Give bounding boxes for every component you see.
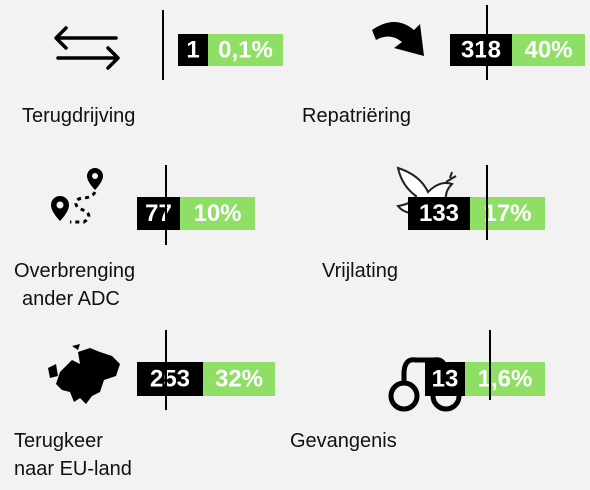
percent: 1,6% — [478, 366, 533, 393]
count: 253 — [150, 366, 190, 393]
item-label: Gevangenis — [290, 430, 397, 452]
percent: 40% — [524, 37, 572, 64]
percent-box — [512, 34, 585, 66]
percent-box — [465, 362, 545, 396]
count-box — [137, 197, 180, 230]
stat-item: 77 10% Overbrenging ander ADC — [14, 165, 255, 310]
percent-box — [203, 362, 275, 396]
item-label: Terugdrijving — [22, 105, 135, 127]
count: 1 — [186, 37, 199, 64]
count-box — [450, 34, 512, 66]
icon-curved-arrow — [372, 22, 424, 56]
percent-box — [470, 197, 545, 230]
item-label: Vrijlating — [322, 260, 398, 282]
percent: 0,1% — [218, 37, 273, 64]
item-label: naar EU-land — [14, 458, 132, 480]
percent-box — [180, 197, 255, 230]
count: 133 — [419, 200, 459, 227]
icon-arrows — [54, 26, 120, 70]
stat-item: 253 32% Terugkeer naar EU-land — [14, 330, 275, 480]
count-box — [408, 197, 470, 230]
count-box — [425, 362, 465, 396]
icon-route — [51, 168, 103, 224]
stat-item: 318 40% Repatriëring — [302, 5, 585, 127]
count: 318 — [461, 37, 501, 64]
item-label: Overbrenging — [14, 260, 135, 282]
item-label: Repatriëring — [302, 105, 411, 127]
count-box — [137, 362, 203, 396]
stat-item: 13 1,6% Gevangenis — [290, 330, 545, 452]
item-label: Terugkeer — [14, 430, 103, 452]
count: 77 — [145, 200, 172, 227]
percent: 10% — [193, 200, 241, 227]
percent: 32% — [215, 366, 263, 393]
percent: 17% — [483, 200, 531, 227]
percent-box — [208, 34, 283, 66]
stat-item: 1 0,1% Terugdrijving — [22, 10, 283, 127]
item-label: ander ADC — [22, 288, 120, 310]
count-box — [178, 34, 208, 66]
icon-europe-map — [48, 344, 120, 404]
count: 13 — [432, 366, 459, 393]
stat-item: 133 17% Vrijlating — [322, 165, 545, 282]
